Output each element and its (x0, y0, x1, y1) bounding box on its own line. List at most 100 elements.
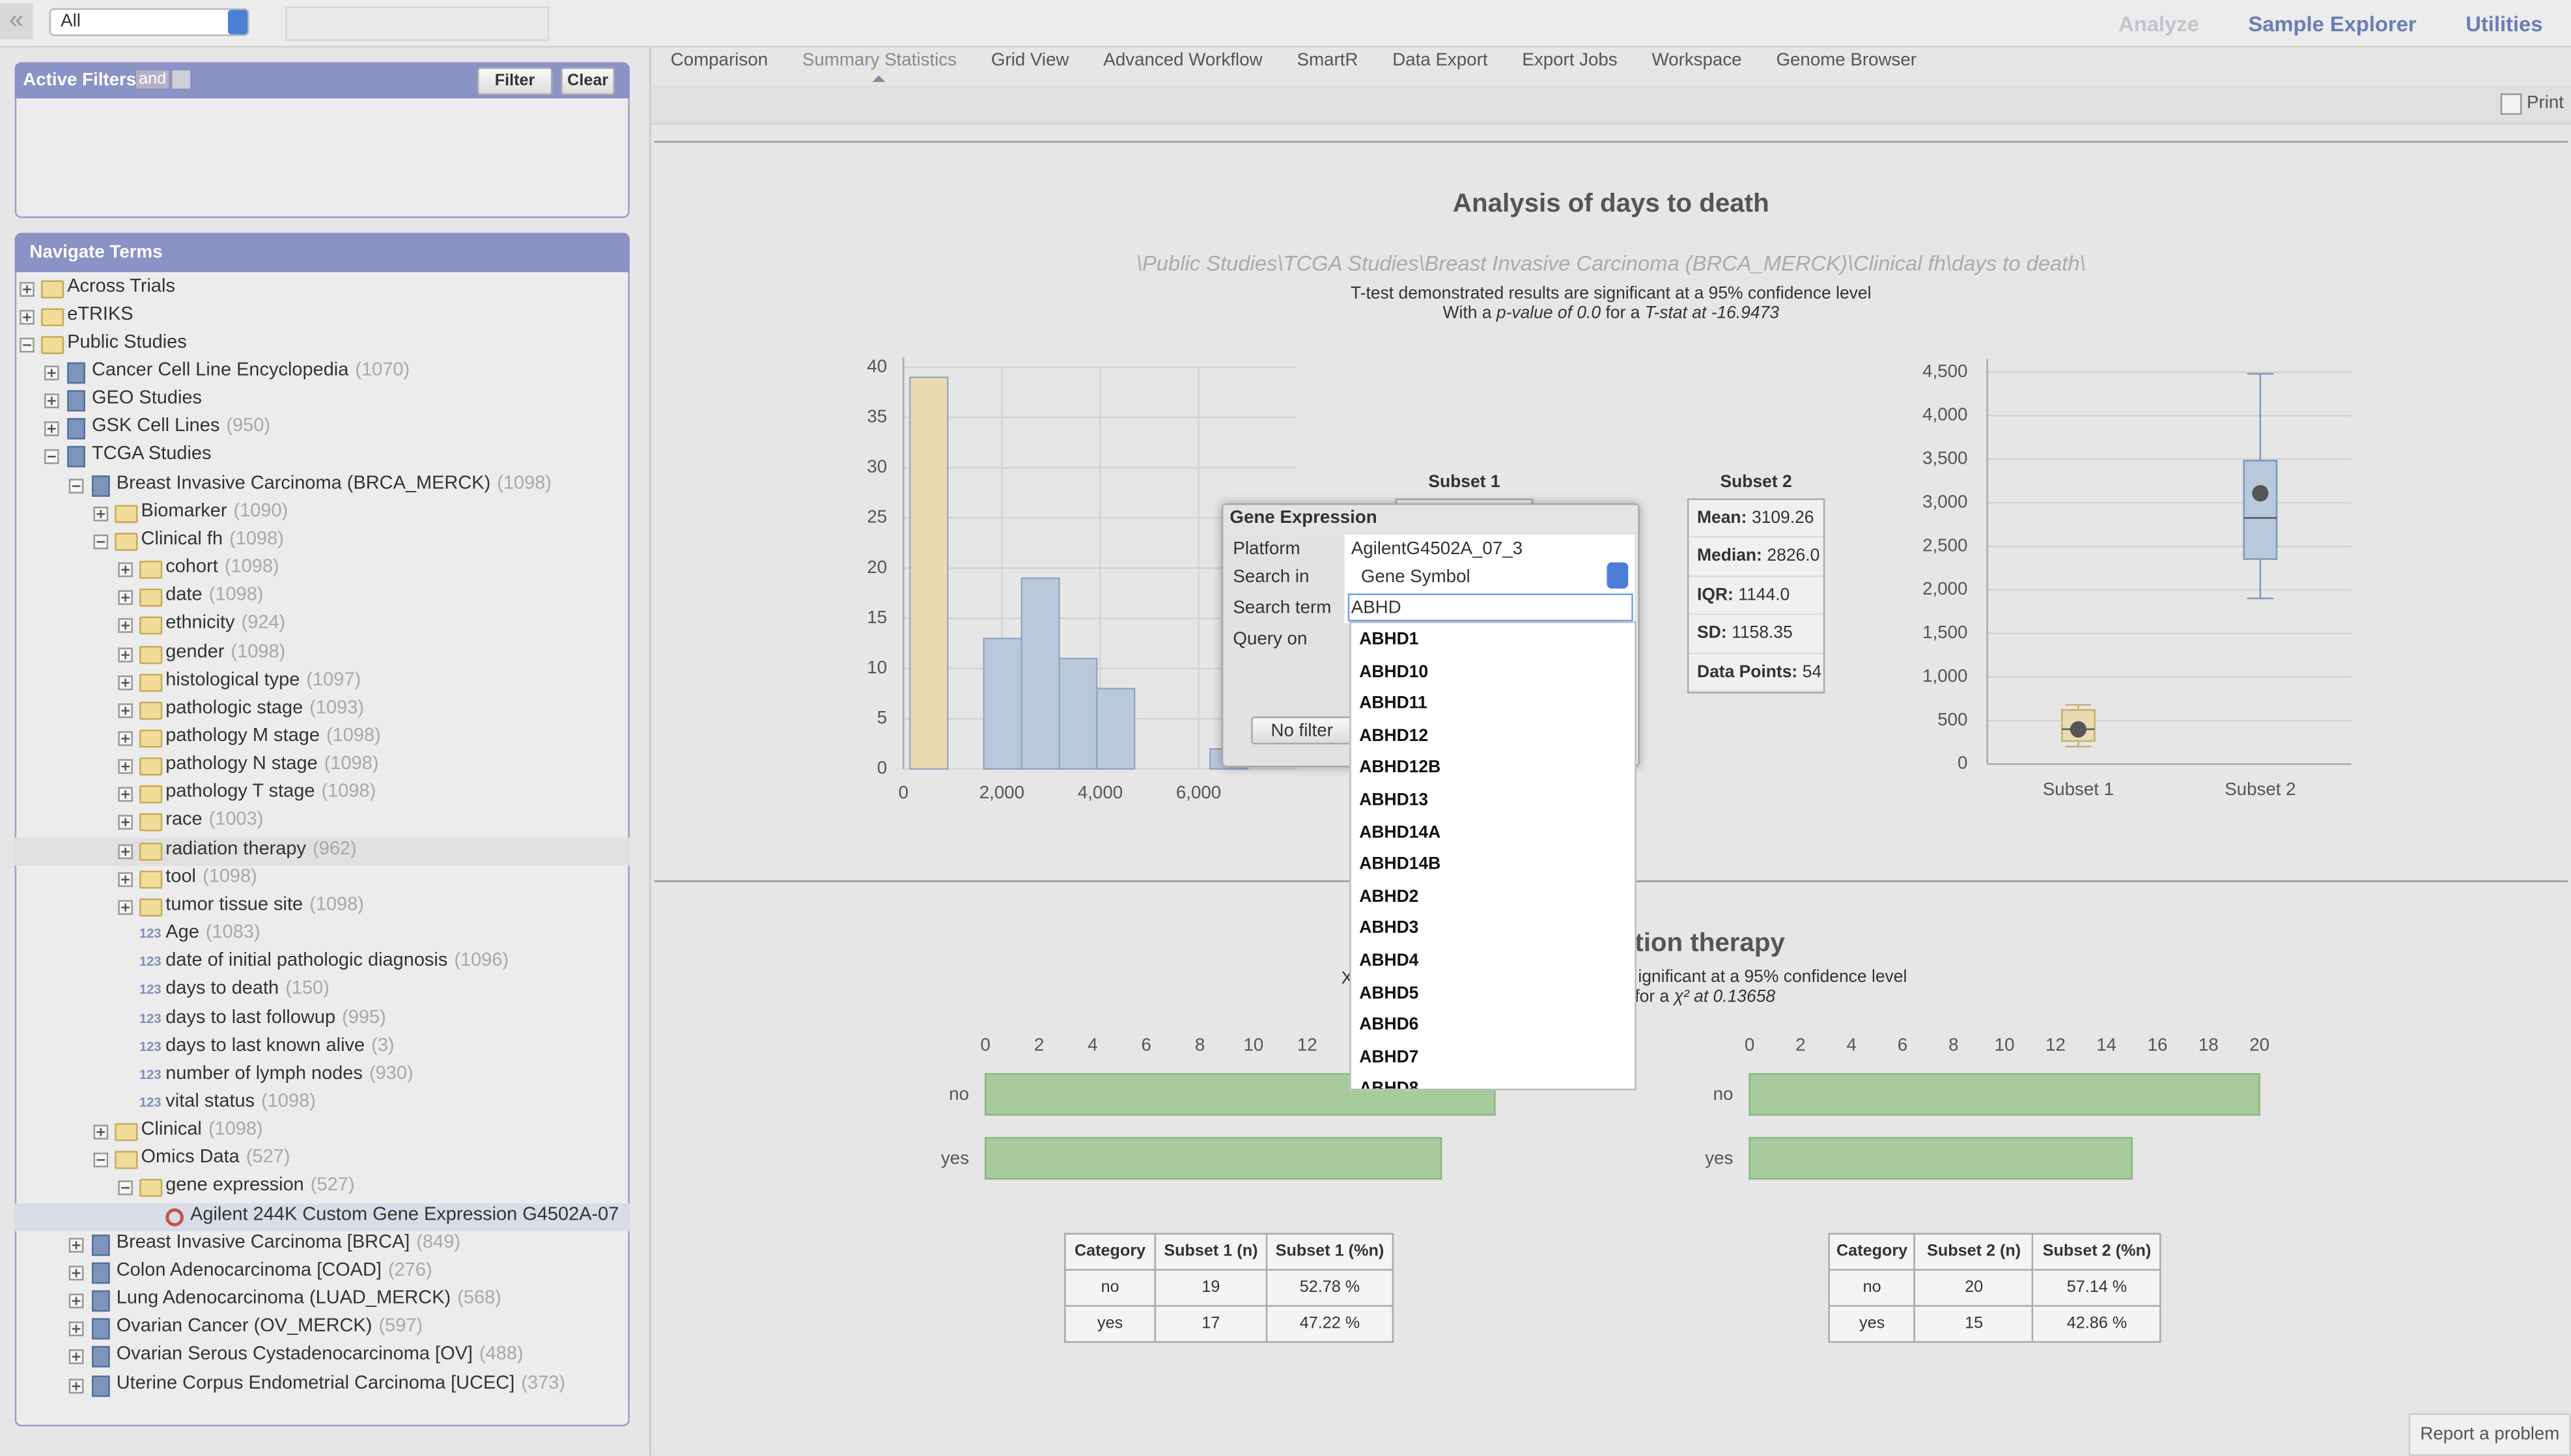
y-tick-label: 15 (867, 607, 887, 627)
tree-row[interactable]: radiation therapy (962) (14, 837, 630, 865)
print-button[interactable]: Print (2527, 93, 2564, 113)
tree-row[interactable]: Across Trials (15, 275, 630, 303)
suggestion[interactable]: ABHD7 (1359, 1047, 1419, 1067)
filter-button[interactable]: Filter (477, 67, 553, 96)
menu-item[interactable]: Sample Explorer (2248, 11, 2417, 36)
clear-button[interactable]: Clear (561, 67, 615, 96)
result-value: p-value of 0.0 (1496, 303, 1601, 324)
tab[interactable]: Data Export (1392, 51, 1488, 71)
search-term-input[interactable] (1347, 593, 1633, 622)
menu-item[interactable]: Utilities (2466, 11, 2543, 36)
collapse-button[interactable]: « (0, 3, 33, 40)
term-label: GSK Cell Lines (92, 417, 220, 437)
tab[interactable]: Grid View (990, 51, 1069, 71)
histogram-bar (1096, 688, 1136, 770)
tree-toggle (68, 1378, 84, 1393)
tree-row[interactable]: Public Studies (15, 331, 630, 359)
field-value[interactable]: Gene Symbol (1360, 567, 1470, 587)
field-value[interactable]: ABHD (1351, 598, 1401, 619)
tree-row[interactable]: Clinical (1098) (15, 1118, 630, 1146)
suggestion[interactable]: ABHD3 (1359, 918, 1419, 939)
tree-row[interactable]: eTRIKS (15, 303, 630, 331)
tree-row[interactable]: Breast Invasive Carcinoma (BRCA_MERCK) (1… (15, 471, 630, 499)
tab[interactable]: Genome Browser (1776, 51, 1917, 71)
no-filter-button[interactable]: No filter (1251, 716, 1353, 745)
x-tick-label: 10 (1243, 1035, 1263, 1055)
tree-row[interactable]: 123 days to last followup (995) (15, 1006, 630, 1034)
tab[interactable]: Comparison (670, 51, 768, 71)
tree-row[interactable]: pathology T stage (1098) (15, 781, 630, 809)
suggestion[interactable]: ABHD1 (1359, 629, 1419, 650)
field-label: Search in (1233, 567, 1310, 587)
tree-row[interactable]: Breast Invasive Carcinoma [BRCA] (849) (15, 1231, 630, 1259)
suggestion[interactable]: ABHD11 (1359, 693, 1427, 714)
tree-row[interactable]: gender (1098) (15, 640, 630, 668)
suggestion[interactable]: ABHD4 (1359, 951, 1419, 971)
tree-row[interactable]: Uterine Corpus Endometrial Carcinoma [UC… (15, 1371, 630, 1399)
suggestion[interactable]: ABHD14B (1359, 854, 1441, 875)
tree-row[interactable]: 123 number of lymph nodes (930) (15, 1062, 630, 1090)
suggestion[interactable]: ABHD8 (1359, 1079, 1419, 1091)
tree-row[interactable]: pathology M stage (1098) (15, 725, 630, 753)
search-input[interactable] (285, 7, 550, 41)
report-problem[interactable]: Report a problem (2408, 1413, 2571, 1456)
suggestion[interactable]: ABHD12 (1359, 725, 1429, 746)
suggestion[interactable]: ABHD13 (1359, 790, 1429, 810)
y-tick-label: 1,000 (1922, 665, 1967, 686)
stats-row: IQR: 1144.0 (1689, 577, 1823, 615)
tree-row[interactable]: 123 days to last known alive (3) (15, 1034, 630, 1062)
suggestion[interactable]: ABHD14A (1359, 822, 1441, 843)
x-tick-label: 6 (1142, 1035, 1151, 1055)
dataset-select[interactable]: All (49, 8, 249, 36)
tree-row[interactable]: pathology N stage (1098) (15, 753, 630, 781)
tree-row[interactable]: histological type (1097) (15, 668, 630, 696)
tree-row[interactable]: tumor tissue site (1098) (15, 893, 630, 921)
tree-row[interactable]: GEO Studies (15, 387, 630, 415)
filter-operator[interactable]: and (135, 70, 169, 89)
menu-item[interactable]: Analyze (2118, 11, 2199, 36)
tree-row[interactable]: race (1003) (15, 809, 630, 837)
table-cell: yes (1064, 1305, 1157, 1343)
tree-row[interactable]: TCGA Studies (15, 443, 630, 471)
y-tick-label: 25 (867, 507, 887, 527)
stat-label: Mean: (1696, 508, 1747, 528)
tree-toggle (20, 309, 35, 324)
term-label: Clinical fh (141, 529, 223, 550)
tree-row[interactable]: 123 vital status (1098) (15, 1090, 630, 1118)
tab[interactable]: Workspace (1651, 51, 1742, 71)
tree-row[interactable]: 123 Age (1083) (15, 921, 630, 949)
tree-row[interactable]: 123 days to death (150) (15, 978, 630, 1006)
tree-row[interactable]: Omics Data (527) (15, 1147, 630, 1175)
tree-row[interactable]: cohort (1098) (15, 556, 630, 584)
tree-row[interactable]: pathologic stage (1093) (15, 697, 630, 725)
tree-row[interactable]: Biomarker (1090) (15, 499, 630, 527)
tab[interactable]: Advanced Workflow (1103, 51, 1263, 71)
tree-row[interactable]: tool (1098) (15, 865, 630, 893)
tab[interactable]: Summary Statistics (802, 51, 957, 82)
tree-row[interactable]: date (1098) (15, 584, 630, 612)
operator-toggle[interactable] (172, 70, 191, 89)
suggestion[interactable]: ABHD10 (1359, 662, 1429, 682)
clear-button-label: Clear (567, 72, 609, 91)
table-row: yes 15 42.86 % (1828, 1305, 2162, 1343)
tree-row[interactable]: Ovarian Serous Cystadenocarcinoma [OV] (4… (15, 1343, 630, 1371)
tree-row[interactable]: Lung Adenocarcinoma (LUAD_MERCK) (568) (15, 1287, 630, 1315)
tab[interactable]: Export Jobs (1522, 51, 1618, 71)
suggestion[interactable]: ABHD5 (1359, 983, 1419, 1003)
suggestion[interactable]: ABHD2 (1359, 886, 1419, 906)
tab[interactable]: SmartR (1297, 51, 1358, 71)
suggestion[interactable]: ABHD12B (1359, 758, 1441, 778)
tree-row[interactable]: 123 date of initial pathologic diagnosis (… (15, 949, 630, 977)
tree-row[interactable]: Agilent 244K Custom Gene Expression G450… (14, 1203, 630, 1231)
tree-row[interactable]: Colon Adenocarcinoma [COAD] (276) (15, 1259, 630, 1287)
tree-row[interactable]: Ovarian Cancer (OV_MERCK) (597) (15, 1315, 630, 1343)
tree-row[interactable]: ethnicity (924) (15, 612, 630, 640)
toggle-bar (75, 1324, 77, 1334)
tree-row[interactable]: Clinical fh (1098) (15, 527, 630, 555)
tree-row[interactable]: gene expression (527) (15, 1175, 630, 1203)
term-label: GEO Studies (92, 389, 203, 409)
tree-row[interactable]: GSK Cell Lines (950) (15, 415, 630, 443)
tree-row[interactable]: Cancer Cell Line Encyclopedia (1070) (15, 359, 630, 387)
suggestion[interactable]: ABHD6 (1359, 1015, 1419, 1035)
